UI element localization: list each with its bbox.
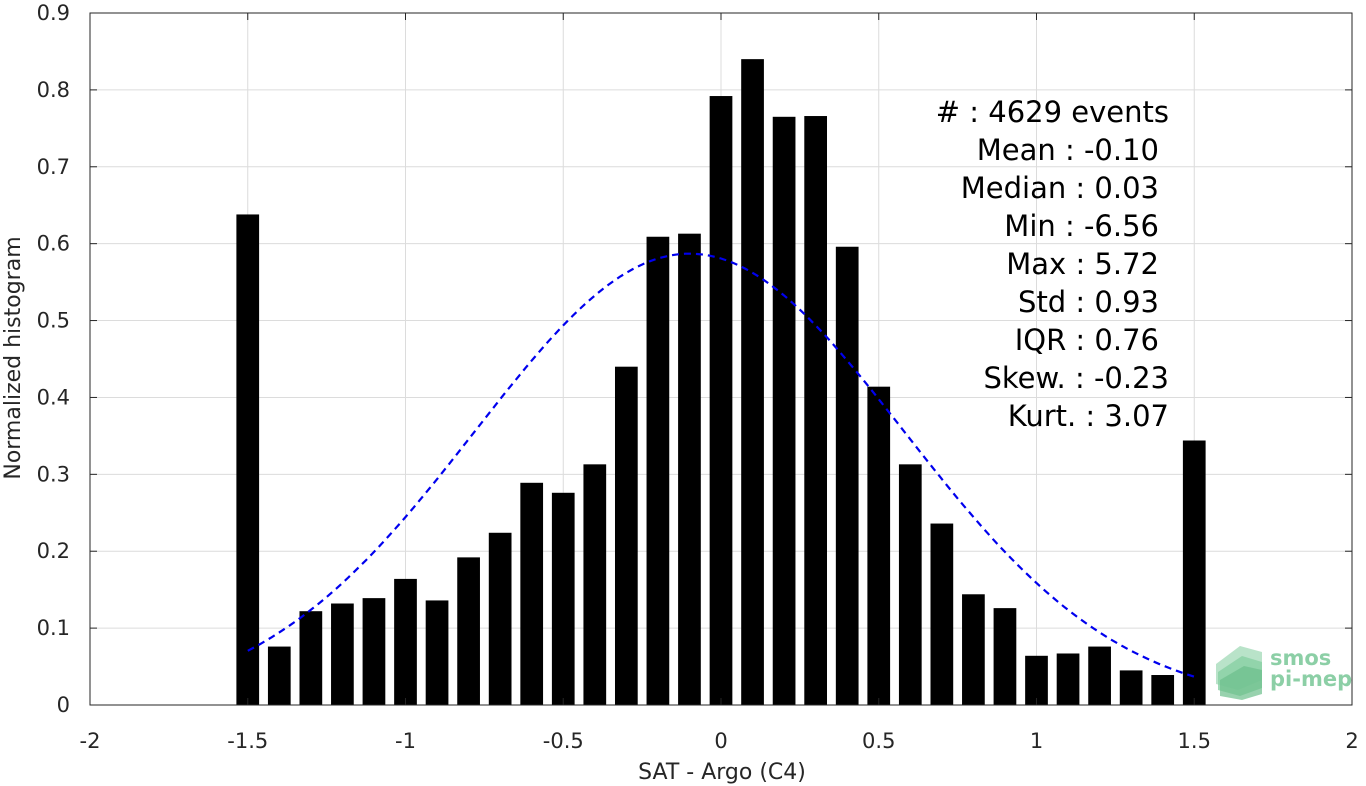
- histogram-bar: [331, 603, 354, 705]
- x-tick-label: -1.5: [227, 729, 268, 753]
- histogram-bar: [1119, 670, 1143, 705]
- histogram-bar: [962, 594, 985, 705]
- histogram-bar: [614, 366, 638, 705]
- logo-layers-icon: [1216, 646, 1262, 700]
- normal-fit-curve: [247, 252, 1195, 678]
- histogram-bar: [299, 611, 323, 705]
- stat-line: Kurt. : 3.07: [1008, 399, 1169, 433]
- statistics-annotations: # : 4629 events Mean : -0.10 Median : 0.03…: [936, 95, 1169, 433]
- histogram-bar: [1025, 655, 1048, 705]
- stat-line: Std : 0.93: [1018, 285, 1159, 319]
- histogram-bar: [267, 646, 291, 705]
- histogram-bar: [930, 523, 954, 705]
- x-tick-label: 2: [1345, 729, 1358, 753]
- histogram-bar: [1056, 653, 1080, 705]
- histogram-bar: [551, 492, 575, 705]
- y-tick-label: 0.5: [37, 309, 70, 333]
- x-tick-label: -1: [395, 729, 416, 753]
- stat-line: Median : 0.03: [961, 171, 1159, 205]
- x-tick-label: 1: [1030, 729, 1043, 753]
- axis-ticks: [89, 12, 1353, 706]
- x-tick-label: -2: [80, 729, 101, 753]
- x-tick-label: -0.5: [543, 729, 584, 753]
- histogram-bar: [709, 96, 733, 706]
- y-tick-labels: 0 0.1 0.2 0.3 0.4 0.5 0.6 0.7 0.8 0.9: [37, 1, 70, 717]
- stat-line: Min : -6.56: [1004, 209, 1159, 243]
- stat-line: # : 4629 events: [936, 95, 1169, 129]
- histogram-bar: [993, 608, 1017, 705]
- histogram-bars: [236, 59, 1206, 706]
- x-tick-label: 0.5: [862, 729, 895, 753]
- histogram-bar: [898, 464, 922, 705]
- stat-line: Max : 5.72: [1006, 247, 1159, 281]
- y-tick-label: 0.9: [37, 1, 70, 25]
- y-tick-label: 0.4: [37, 385, 70, 409]
- x-tick-label: 1.5: [1178, 729, 1211, 753]
- y-axis-label: Normalized histogram: [1, 236, 26, 479]
- x-axis-label: SAT - Argo (C4): [638, 760, 806, 785]
- logo-text-pimep: pi-mep: [1270, 667, 1352, 691]
- histogram-bar: [678, 233, 701, 705]
- y-tick-label: 0: [57, 693, 70, 717]
- logo-text-smos: smos: [1270, 646, 1331, 670]
- y-tick-label: 0.3: [37, 462, 70, 486]
- histogram-bar: [1088, 646, 1111, 705]
- histogram-bar: [583, 464, 607, 705]
- histogram-bar: [488, 532, 512, 705]
- histogram-bar: [520, 482, 544, 705]
- x-tick-labels: -2 -1.5 -1 -0.5 0 0.5 1 1.5 2: [80, 729, 1359, 753]
- histogram-bar: [457, 557, 480, 705]
- histogram-bar: [394, 578, 417, 705]
- histogram-bar: [772, 116, 796, 706]
- histogram-bar: [362, 598, 386, 705]
- y-tick-label: 0.7: [37, 155, 70, 179]
- histogram-bar: [646, 236, 670, 705]
- histogram-bar: [425, 600, 449, 705]
- stat-line: IQR : 0.76: [1015, 323, 1159, 357]
- histogram-bar: [804, 116, 828, 705]
- y-tick-label: 0.1: [37, 616, 70, 640]
- y-tick-label: 0.8: [37, 78, 70, 102]
- histogram-bar: [741, 59, 764, 705]
- histogram-bar: [835, 246, 859, 705]
- y-tick-label: 0.6: [37, 232, 70, 256]
- stat-line: Mean : -0.10: [977, 133, 1159, 167]
- histogram-bar: [867, 386, 891, 705]
- smos-pimep-logo: smos pi-mep: [1216, 646, 1352, 700]
- stat-line: Skew. : -0.23: [983, 361, 1169, 395]
- histogram-bar: [236, 214, 260, 705]
- x-tick-label: 0: [714, 729, 727, 753]
- histogram-bar: [1151, 675, 1175, 705]
- histogram-bar: [1182, 440, 1206, 705]
- y-tick-label: 0.2: [37, 539, 70, 563]
